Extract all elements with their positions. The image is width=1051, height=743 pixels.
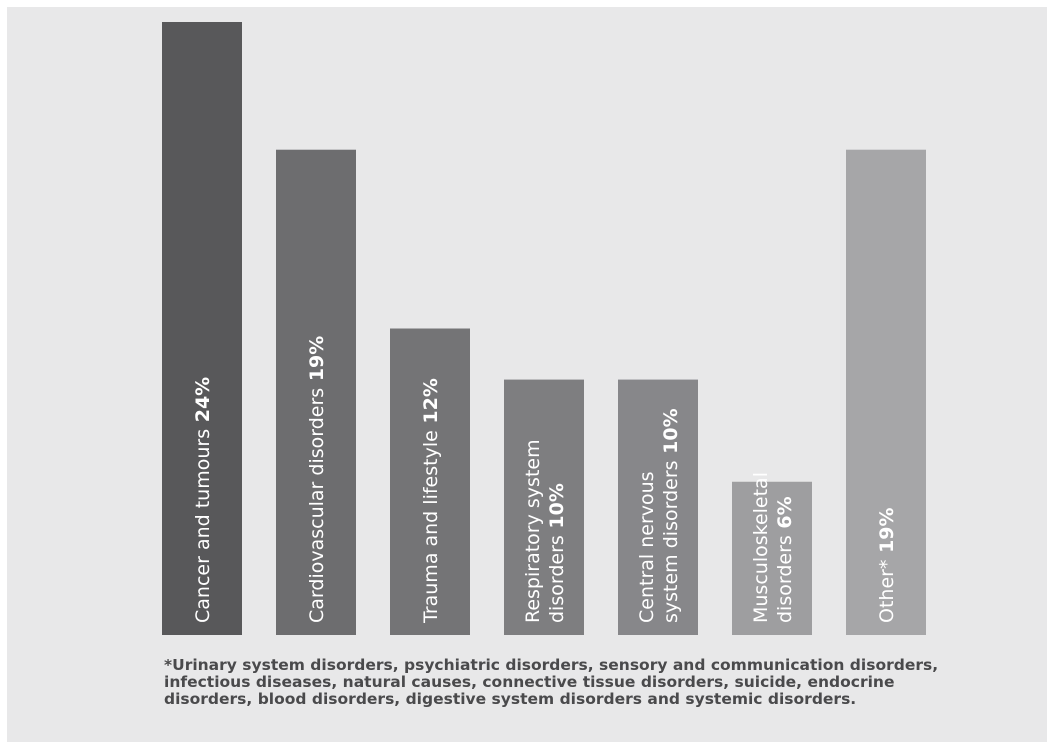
bar [732,481,812,635]
bar-label: Cardiovascular disorders 19% [306,336,328,623]
bar-label: system disorders 10% [660,408,682,623]
bar [390,328,470,635]
bar-label: Respiratory system [522,439,544,623]
bar-label: Trauma and lifestyle 12% [420,378,442,624]
bar-label: disorders 10% [546,483,568,623]
bar-group: Cardiovascular disorders 19% [276,149,356,636]
bar-label: Other* 19% [876,507,898,623]
footnote: *Urinary system disorders, psychiatric d… [164,656,939,708]
bar-group: Trauma and lifestyle 12% [390,328,470,635]
bar-group: Central nervous system disorders 10% [618,379,698,635]
bar-chart: Cancer and tumours 24% Cardiovascular dis… [162,22,926,636]
bar-group: Respiratory system disorders 10% [504,379,584,635]
bar-group: Musculoskeletal disorders 6% [732,472,812,635]
bar-label: Musculoskeletal [750,472,772,623]
bar-label: Central nervous [636,471,658,623]
bar [618,379,698,635]
bar [504,379,584,635]
chart-panel: Cancer and tumours 24% Cardiovascular dis… [7,7,1047,742]
bar [162,22,242,635]
bar-group: Cancer and tumours 24% [162,22,242,635]
bar-label: disorders 6% [774,496,796,623]
bar-group: Other* 19% [846,149,926,636]
bar-label: Cancer and tumours 24% [192,377,214,623]
bar [846,149,926,636]
bar [276,149,356,636]
